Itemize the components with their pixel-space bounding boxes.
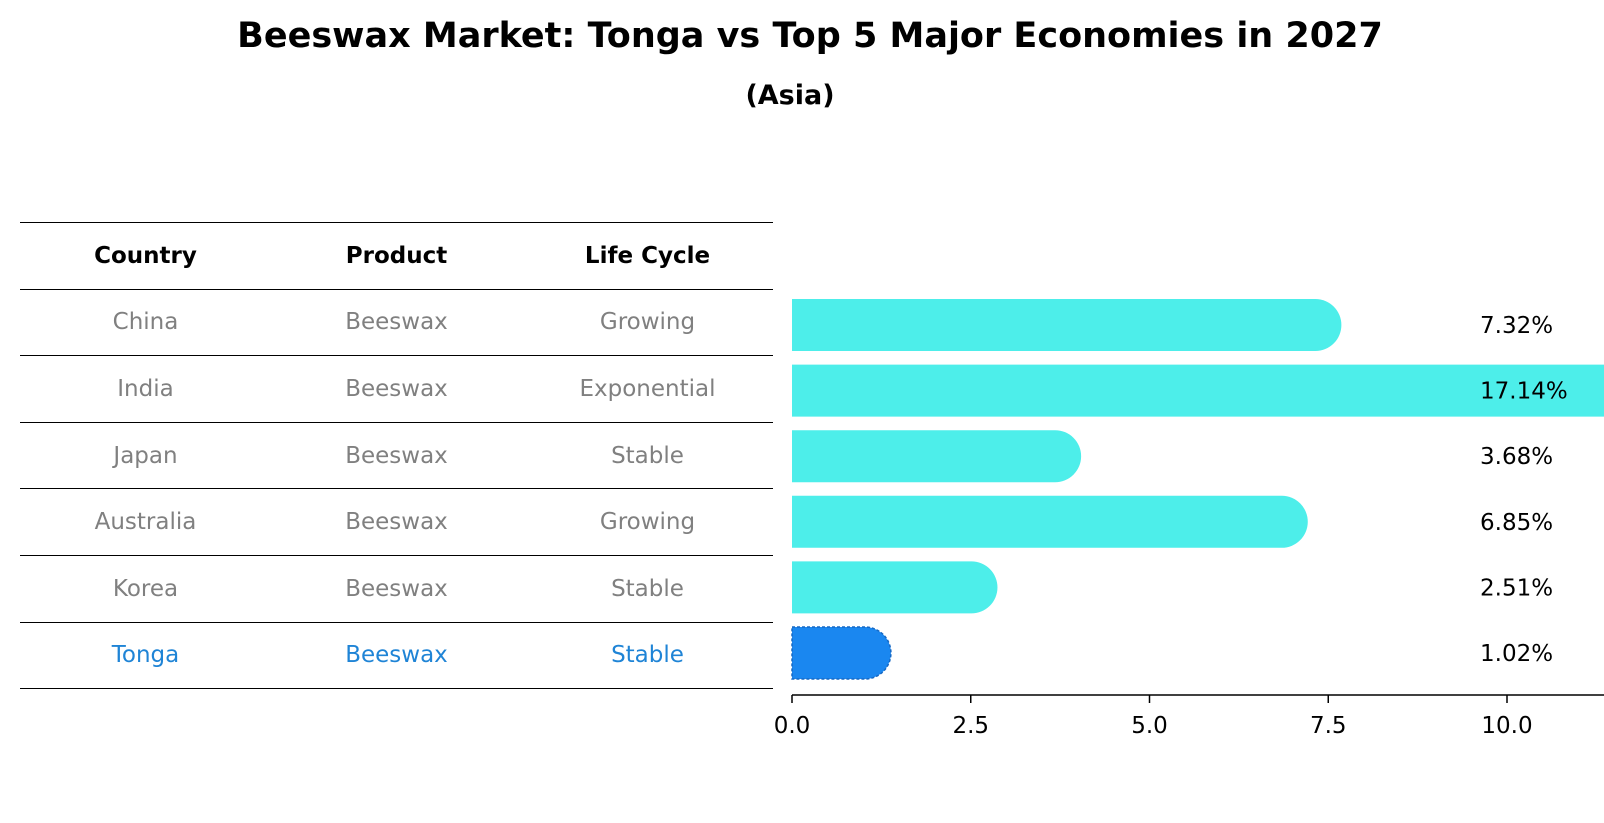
x-tick-label: 0.0	[774, 713, 811, 739]
bar-tonga	[791, 626, 892, 680]
x-tick-label: 2.5	[952, 713, 989, 739]
table-rule	[20, 288, 773, 290]
cell-country: Japan	[113, 442, 178, 469]
header-product: Product	[345, 242, 448, 269]
cell-life-cycle: Stable	[611, 442, 684, 469]
value-label: 3.68%	[1480, 444, 1553, 470]
cell-life-cycle: Stable	[611, 642, 684, 669]
value-label: 1.02%	[1480, 641, 1553, 667]
value-label: 17.14%	[1480, 379, 1568, 405]
cell-country: Korea	[112, 575, 179, 602]
cell-life-cycle: Exponential	[579, 375, 716, 402]
bar-korea	[792, 561, 998, 614]
data-table: Country Product Life Cycle China Beeswax…	[20, 222, 773, 690]
x-tick-label: 5.0	[1131, 713, 1168, 739]
cell-country: India	[117, 375, 174, 402]
table-rule	[20, 688, 773, 690]
cell-country: China	[112, 309, 179, 336]
bar-australia	[792, 495, 1308, 548]
bar-china	[792, 299, 1342, 351]
table-rule	[20, 421, 773, 423]
bar-india	[792, 364, 1604, 417]
cell-product: Beeswax	[345, 442, 448, 469]
table-row: China Beeswax Growing	[20, 290, 773, 356]
table-row: Japan Beeswax Stable	[20, 423, 773, 489]
cell-product: Beeswax	[345, 642, 448, 669]
cell-life-cycle: Growing	[599, 509, 696, 536]
table-rule	[20, 621, 773, 623]
table-row: India Beeswax Exponential	[20, 356, 773, 422]
cell-product: Beeswax	[345, 575, 448, 602]
cell-country: Australia	[94, 509, 197, 536]
table-rule	[20, 488, 773, 490]
header-life-cycle: Life Cycle	[584, 242, 711, 269]
cell-product: Beeswax	[345, 309, 448, 336]
table-row: Australia Beeswax Growing	[20, 489, 773, 555]
value-label: 2.51%	[1480, 575, 1553, 601]
table-row: Korea Beeswax Stable	[20, 556, 773, 622]
header-country: Country	[94, 242, 197, 269]
cell-product: Beeswax	[345, 509, 448, 536]
table-rule	[20, 554, 773, 556]
cell-product: Beeswax	[345, 375, 448, 402]
bar-japan	[792, 430, 1082, 483]
chart-title: Beeswax Market: Tonga vs Top 5 Major Eco…	[237, 16, 1383, 56]
x-tick-label: 10.0	[1481, 713, 1532, 739]
table-rule	[20, 222, 773, 223]
x-tick-label: 7.5	[1310, 713, 1347, 739]
cell-country: Tonga	[111, 642, 180, 669]
table-row-highlight: Tonga Beeswax Stable	[20, 623, 773, 689]
cell-life-cycle: Stable	[611, 575, 684, 602]
value-label: 7.32%	[1480, 313, 1553, 339]
chart-subtitle: (Asia)	[745, 80, 835, 111]
value-label: 6.85%	[1480, 510, 1553, 536]
table-header-row: Country Product Life Cycle	[20, 223, 773, 289]
table-rule	[20, 355, 773, 357]
cell-life-cycle: Growing	[599, 309, 696, 336]
